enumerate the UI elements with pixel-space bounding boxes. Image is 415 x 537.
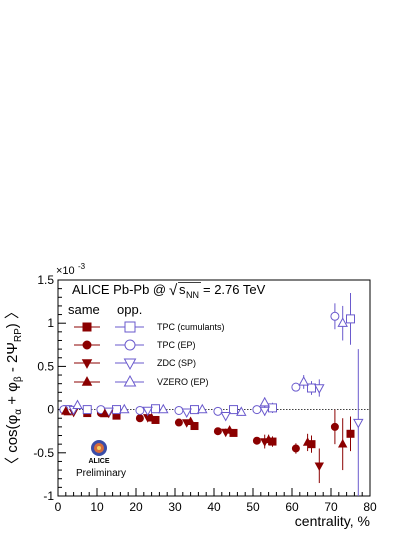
data-point	[190, 422, 199, 431]
data-point	[330, 311, 340, 321]
data-point	[314, 462, 324, 471]
data-point	[197, 403, 208, 414]
data-point	[236, 406, 247, 416]
data-point	[252, 436, 261, 445]
data-point	[213, 427, 222, 436]
axes-group: 0 10 20 30 40 50 60 70 80 -1 -0.5 0 0.5 1 1.5	[33, 273, 377, 514]
data-point	[185, 416, 196, 425]
legend-label-zdc-sp: ZDC (SP)	[157, 358, 196, 368]
alice-logo-icon	[91, 440, 107, 456]
legend-marker-same	[81, 359, 93, 369]
data-point	[181, 408, 192, 419]
data-point	[259, 406, 270, 417]
data-point	[151, 404, 160, 414]
x-tick-label: 70	[324, 500, 338, 514]
y-exponent: -3	[78, 262, 86, 271]
data-point	[142, 406, 153, 417]
data-point	[229, 405, 238, 415]
data-markers	[59, 292, 364, 496]
data-point	[158, 403, 169, 414]
data-point	[263, 434, 274, 444]
data-point	[135, 414, 144, 423]
x-tick-label: 20	[129, 500, 143, 514]
legend-markers	[74, 321, 144, 387]
data-point	[346, 429, 355, 438]
data-point	[252, 405, 262, 415]
logo-label: ALICE	[89, 458, 110, 465]
legend-marker-same	[81, 376, 93, 386]
data-point	[146, 413, 157, 422]
data-point	[291, 444, 300, 453]
data-point	[82, 405, 92, 415]
x-tick-label: 80	[363, 500, 377, 514]
data-point	[100, 408, 110, 418]
legend-label-tpc-ep: TPC (EP)	[157, 340, 196, 350]
data-point	[213, 406, 223, 416]
y-exponent-base: ×10	[56, 265, 75, 277]
sqrt-symbol: √	[169, 282, 178, 299]
data-point	[174, 418, 183, 427]
data-point	[307, 383, 316, 393]
legend-marker-opp	[123, 358, 137, 371]
legend-marker-opp	[124, 321, 136, 333]
y-tick-label: 1	[47, 316, 54, 330]
x-tick-label: 40	[207, 500, 221, 514]
legend-label-tpc-cumulants: TPC (cumulants)	[157, 322, 225, 332]
data-point	[190, 405, 199, 415]
data-point	[314, 384, 325, 394]
data-point	[268, 403, 277, 413]
data-point	[72, 399, 83, 409]
y-tick-label: 0.5	[37, 359, 54, 373]
chart-title: ALICE Pb-Pb @	[72, 282, 166, 297]
data-point	[337, 317, 348, 327]
data-point	[135, 405, 145, 415]
sqrt-sub: NN	[186, 290, 199, 300]
x-tick-label: 0	[55, 500, 62, 514]
sqrt-s: s	[179, 282, 186, 297]
y-tick-label: -1	[43, 489, 54, 503]
data-point	[259, 396, 270, 407]
data-point	[112, 405, 121, 415]
y-tick-label: 1.5	[37, 273, 54, 287]
legend-marker-same	[82, 340, 92, 350]
legend-label-vzero-ep: VZERO (EP)	[157, 377, 209, 387]
data-point	[174, 405, 184, 415]
data-point	[298, 376, 309, 386]
data-point	[346, 314, 355, 324]
x-tick-label: 60	[285, 500, 299, 514]
legend-marker-opp	[123, 374, 137, 387]
data-point	[291, 382, 301, 392]
y-axis-label: 〈 cos(φα + φβ - 2ΨRP) 〉	[4, 304, 24, 472]
legend-marker-opp	[124, 339, 136, 351]
x-tick-label: 10	[90, 500, 104, 514]
logo-sublabel: Preliminary	[76, 468, 126, 479]
data-point	[220, 411, 231, 422]
y-tick-label: -0.5	[33, 446, 54, 460]
data-point	[338, 438, 348, 448]
y-tick-label: 0	[47, 403, 54, 417]
x-axis-label: centrality, %	[295, 513, 370, 529]
legend-marker-same	[82, 322, 92, 332]
data-point	[302, 437, 313, 446]
x-tick-label: 50	[246, 500, 260, 514]
data-point	[330, 422, 339, 431]
data-point	[353, 418, 364, 429]
legend-header-same: same	[68, 302, 100, 317]
x-tick-label: 30	[168, 500, 182, 514]
data-point	[119, 403, 130, 414]
legend-header-opp: opp.	[117, 302, 142, 317]
data-point	[61, 406, 71, 415]
data-point	[224, 425, 235, 434]
energy-label: = 2.76 TeV	[203, 282, 266, 297]
